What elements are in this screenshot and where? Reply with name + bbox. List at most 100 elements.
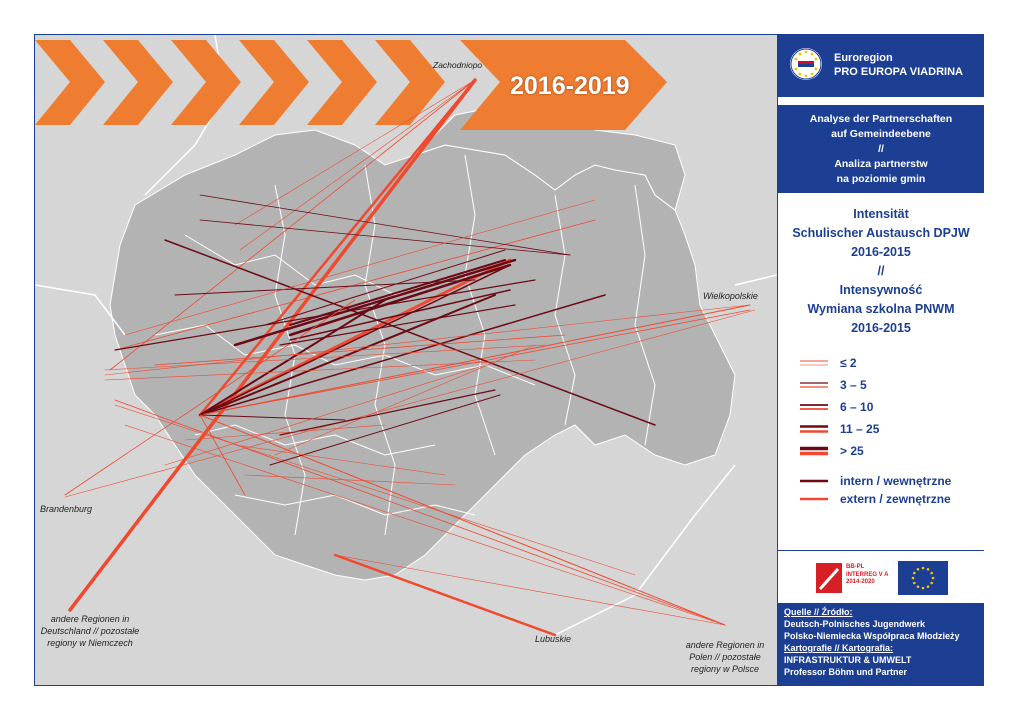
source-title: Quelle // Źródło:: [784, 607, 853, 617]
legend-label-intern: intern / wewnętrzne: [840, 474, 952, 488]
euroregion-logo-icon: [790, 48, 822, 80]
intensity-title: Intensität Schulischer Austausch DPJW 20…: [778, 205, 984, 338]
legend-item-gt25: > 25: [800, 443, 864, 459]
analyse-box: Analyse der Partnerschaften auf Gemeinde…: [778, 105, 984, 193]
partnership-line: [234, 79, 476, 226]
label-other-regions-de: andere Regionen in Deutschland // pozost…: [40, 614, 140, 648]
partnership-line: [199, 414, 346, 421]
region-map: [35, 35, 777, 637]
info-panel: Euroregion PRO EUROPA VIADRINA Analyse d…: [777, 35, 984, 685]
partnership-line: [199, 304, 751, 416]
partnership-line: [233, 258, 517, 347]
funding-box: BB-PL INTERREG V A 2014-2020: [778, 550, 984, 606]
partnership-line: [124, 424, 726, 626]
intensity-pl-3: 2016-2015: [851, 321, 911, 335]
partnership-line: [288, 263, 512, 337]
source-line-1: Deutsch-Polnisches Jugendwerk: [784, 619, 926, 629]
analyse-de-1: Analyse der Partnerschaften: [809, 113, 953, 125]
legend-swatch-le2: [800, 360, 828, 366]
source-box: Quelle // Źródło: Deutsch-Polnisches Jug…: [778, 603, 984, 685]
label-wielkopolskie: Wielkopolskie: [703, 291, 758, 301]
intensity-de-2: Schulischer Austausch DPJW: [792, 226, 970, 240]
intensity-de-1: Intensität: [853, 207, 909, 221]
euroregion-shape: [109, 129, 736, 581]
partnership-line: [154, 334, 566, 366]
partnership-line: [269, 394, 501, 466]
partnership-line: [199, 294, 496, 416]
interreg-text: BB-PL INTERREG V A 2014-2020: [846, 564, 888, 587]
partnership-line: [199, 264, 511, 416]
analyse-pl-2: na poziomie gmin: [836, 173, 926, 185]
legend-item-extern: extern / zewnętrzne: [800, 491, 951, 507]
legend-item-11to25: 11 – 25: [800, 421, 879, 437]
legend-label-3to5: 3 – 5: [840, 378, 867, 392]
partnership-line: [264, 249, 506, 326]
interreg-line-2: INTERREG V A: [846, 571, 889, 578]
cartography-line-2: Professor Böhm und Partner: [784, 667, 908, 677]
legend-item-3to5: 3 – 5: [800, 377, 867, 393]
partnership-line: [198, 78, 477, 417]
partnership-line: [199, 194, 571, 256]
partnership-line: [279, 304, 516, 346]
partnership-line: [199, 294, 606, 416]
cartography-line-1: INFRASTRUKTUR & UMWELT: [784, 655, 912, 665]
legend-swatch-6to10: [800, 404, 828, 410]
label-brandenburg: Brandenburg: [40, 504, 93, 514]
analyse-pl-1: Analiza partnerstw: [834, 158, 928, 170]
legend-label-le2: ≤ 2: [840, 356, 857, 370]
logo-line-2: PRO EUROPA VIADRINA: [834, 66, 963, 78]
intensity-sep: //: [877, 264, 885, 278]
legend-swatch-intern: [800, 479, 828, 483]
partnership-line: [334, 554, 726, 626]
map-area: 2016-2019 Zachodniopo Wielkopolskie Bran…: [35, 35, 777, 685]
legend-item-6to10: 6 – 10: [800, 399, 873, 415]
intensity-pl-2: Wymiana szkolna PNWM: [807, 302, 955, 316]
legend-swatch-gt25: [800, 446, 828, 456]
source-line-2: Polsko-Niemiecka Współpraca Młodzieży: [784, 631, 960, 641]
partnership-line: [199, 219, 571, 256]
interreg-line-3: 2014-2020: [846, 579, 875, 585]
label-lubuskie: Lubuskie: [535, 634, 572, 644]
partnership-line: [104, 344, 546, 371]
partnership-line: [174, 279, 476, 296]
partnership-line: [104, 359, 536, 381]
intensity-pl-1: Intensywność: [839, 283, 923, 297]
partnership-line: [289, 289, 511, 341]
partnership-line: [244, 474, 456, 486]
municipal-borders: [154, 154, 656, 536]
partnership-line: [164, 239, 656, 426]
interreg-logo-icon: [816, 563, 842, 593]
partnership-line: [114, 219, 596, 351]
logo-line-1: Euroregion: [834, 52, 893, 64]
partnership-line: [289, 259, 506, 326]
label-zachodniopomorskie: Zachodniopo: [433, 60, 483, 70]
partnership-line: [199, 299, 386, 416]
partnership-line: [234, 444, 446, 476]
logo-box: Euroregion PRO EUROPA VIADRINA: [778, 35, 984, 97]
label-other-regions-pl: andere Regionen in Polen // pozostałe re…: [685, 640, 765, 674]
partnership-lines: [64, 78, 756, 637]
legend-swatch-extern: [800, 497, 828, 501]
partnership-line: [64, 309, 756, 498]
legend-label-6to10: 6 – 10: [840, 400, 874, 414]
intensity-de-3: 2016-2015: [851, 245, 911, 259]
partnership-line: [199, 414, 246, 496]
partnership-line: [274, 344, 536, 456]
partnership-line: [68, 78, 477, 612]
legend-label-gt25: > 25: [840, 444, 864, 458]
partnership-line: [333, 553, 557, 637]
partnership-line: [239, 79, 476, 251]
chevron-banner: [35, 40, 667, 130]
partnership-line: [164, 364, 486, 466]
partnership-line: [104, 304, 751, 376]
analyse-sep: //: [878, 143, 884, 155]
partnership-line: [198, 258, 512, 417]
eu-flag-icon: [898, 561, 948, 595]
analyse-de-2: auf Gemeindeebene: [831, 128, 931, 140]
legend-swatch-11to25: [800, 425, 828, 433]
partnership-line: [114, 404, 636, 576]
partnership-line: [64, 299, 356, 496]
legend-item-intern: intern / wewnętrzne: [800, 473, 951, 489]
legend-label-extern: extern / zewnętrzne: [840, 492, 951, 506]
partnership-line: [279, 389, 496, 436]
